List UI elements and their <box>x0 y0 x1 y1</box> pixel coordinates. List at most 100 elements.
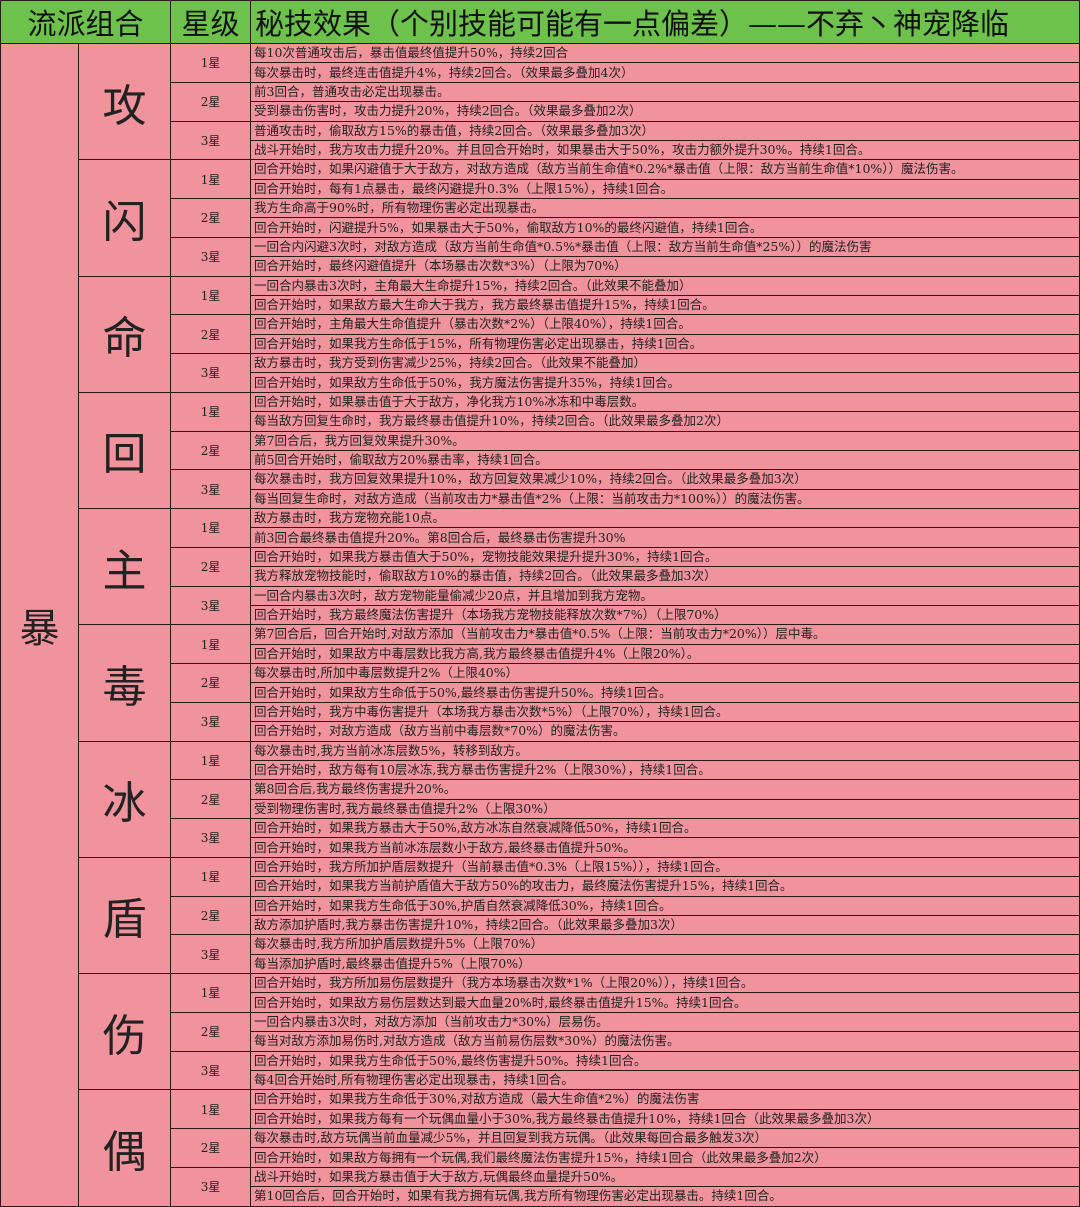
school-cell: 攻 <box>77 42 172 161</box>
effect-cell: 回合开始时，如果我方生命低于50%,最终伤害提升50%。持续1回合。 <box>250 1050 1080 1071</box>
table-row: 冰 1星 每次暴击时,我方当前冰冻层数5%，转移到敌方。 <box>1 740 1080 858</box>
table-row: 每当对敌方添加易伤时,对敌方造成（敌方当前易伤层数*30%）的魔法伤害。 <box>1 1031 1080 1052</box>
star-level-cell: 1星 <box>170 275 252 316</box>
effect-cell: 每当敌方回复生命时，我方最终暴击值提升10%，持续2回合。（此效果最多叠加2次） <box>250 411 1080 432</box>
effect-cell: 敌方暴击时，我方受到伤害减少25%，持续2回合。（此效果不能叠加） <box>250 352 1080 374</box>
effect-cell: 回合开始时，闪避提升5%，如果暴击大于50%，偷取敌方10%的最终闪避值，持续1… <box>250 217 1080 238</box>
table-row: 回合开始时，如果我方每有一个玩偶血量小于30%,我方最终暴击值提升10%，持续1… <box>1 1108 1080 1130</box>
effect-cell: 每当回复生命时，对敌方造成（当前攻击力*暴击值*2%（上限：当前攻击力*100%… <box>250 488 1080 510</box>
effect-cell: 回合开始时，如果敌方中毒层数比我方高,我方最终暴击值提升4%（上限20%）。 <box>250 643 1080 665</box>
school-cell: 偶 <box>77 1089 172 1207</box>
effect-cell: 回合开始时，对敌方造成（敌方当前中毒层数*70%）的魔法伤害。 <box>250 721 1080 742</box>
star-level-cell: 2星 <box>170 81 252 122</box>
table-row: 3星 战斗开始时，如果我方暴击值于大于敌方,玩偶最终血量提升50%。 <box>1 1166 1080 1207</box>
effect-cell: 第7回合后，回合开始时,对敌方添加（当前攻击力*暴击值*0.5%（上限：当前攻击… <box>250 624 1080 645</box>
effect-cell: 前3回合最终暴击值提升20%。第8回合后，最终暴击伤害提升30% <box>250 527 1080 548</box>
star-level-cell: 1星 <box>170 740 252 781</box>
table-row: 回合开始时，如果我方当前护盾值大于敌方50%的攻击力，最终魔法伤害提升15%，持… <box>1 876 1080 897</box>
table-row: 闪 1星 回合开始时，如果闪避值于大于敌方，对敌方造成（敌方当前生命值*0.2%*暴… <box>1 159 1080 277</box>
table-row: 2星 每次暴击时,所加中毒层数提升2%（上限40%） <box>1 662 1080 703</box>
table-row: 回合开始时，敌方每有10层冰冻,我方暴击伤害提升2%（上限30%），持续1回合。 <box>1 759 1080 781</box>
effect-cell: 战斗开始时，如果我方暴击值于大于敌方,玩偶最终血量提升50%。 <box>250 1166 1080 1188</box>
effect-cell: 普通攻击时，偷取敌方15%的暴击值，持续2回合。（效果最多叠加3次） <box>250 120 1080 141</box>
effect-cell: 回合开始时，如果我方暴击值大于50%，宠物技能效果提升提升30%，持续1回合。 <box>250 546 1080 568</box>
effect-cell: 回合开始时，我方所加护盾层数提升（当前暴击值*0.3%（上限15%）），持续1回… <box>250 856 1080 878</box>
star-level-cell: 2星 <box>170 663 252 703</box>
effect-cell: 一回合内暴击3次时，对敌方添加（当前攻击力*30%）层易伤。 <box>250 1011 1080 1033</box>
star-level-cell: 3星 <box>170 701 252 742</box>
effect-cell: 每4回合开始时,所有物理伤害必定出现暴击，持续1回合。 <box>250 1069 1080 1091</box>
table-row: 暴攻 1星 每10次普通攻击后，暴击值最终值提升50%，持续2回合 <box>0 42 1080 1207</box>
star-level-cell: 2星 <box>170 198 252 238</box>
school-cell: 盾 <box>77 856 172 975</box>
table-row: 毒 1星 第7回合后，回合开始时,对敌方添加（当前攻击力*暴击值*0.5%（上限：当… <box>1 624 1080 742</box>
effect-cell: 我方释放宠物技能时，偷取敌方10%的暴击值，持续2回合。（此效果最多叠加3次） <box>250 566 1080 587</box>
table-row: 2星 回合开始时，如果我方暴击值大于50%，宠物技能效果提升提升30%，持续1回合… <box>1 546 1080 587</box>
table-row: 回合开始时，如果我方当前冰冻层数小于敌方,最终暴击值提升50%。 <box>1 837 1080 858</box>
table-row: 3星 一回合内暴击3次时，敌方宠物能量偷减少20点，并且增加到我方宠物。 <box>1 585 1080 626</box>
school-cell: 冰 <box>77 740 172 858</box>
effect-cell: 回合开始时，我方最终魔法伤害提升（本场我方宠物技能释放次数*7%）（上限70%） <box>250 604 1080 626</box>
effect-cell: 第8回合后,我方最终伤害提升20%。 <box>250 779 1080 800</box>
effect-cell: 回合开始时，我方中毒伤害提升（本场我方暴击次数*5%）（上限70%），持续1回合… <box>250 701 1080 723</box>
table-row: 伤 1星 回合开始时，我方所加易伤层数提升（我方本场暴击次数*1%（上限20%）），… <box>1 972 1080 1091</box>
table-row: 3星 回合开始时，如果我方暴击大于50%,敌方冰冻自然衰减降低50%，持续1回合。 <box>1 817 1080 858</box>
star-level-cell: 1星 <box>170 624 252 664</box>
effect-cell: 回合开始时，敌方每有10层冰冻,我方暴击伤害提升2%（上限30%），持续1回合。 <box>250 759 1080 781</box>
star-level-cell: 2星 <box>170 314 252 354</box>
table-row: 回合开始时，如果敌方每拥有一个玩偶,我们最终魔法伤害提升15%，持续1回合（此效… <box>1 1147 1080 1168</box>
header-row: 流派组合 星级 秘技效果（个别技能可能有一点偏差）——不弃丶神宠降临 <box>0 0 1080 44</box>
star-level-cell: 2星 <box>170 895 252 936</box>
table-row: 回合开始时，如果敌方中毒层数比我方高,我方最终暴击值提升4%（上限20%）。 <box>1 643 1080 665</box>
effect-cell: 每当添加护盾时,最终暴击值提升5%（上限70%） <box>250 953 1080 975</box>
table-row: 回合开始时，我方最终魔法伤害提升（本场我方宠物技能释放次数*7%）（上限70%） <box>1 604 1080 626</box>
table-row: 回合开始时，如果敌方生命低于50%，我方魔法伤害提升35%，持续1回合。 <box>1 372 1080 393</box>
effect-cell: 每次暴击时,我方所加护盾层数提升5%（上限70%） <box>250 934 1080 955</box>
star-level-cell: 2星 <box>170 430 252 471</box>
effect-cell: 敌方添加护盾时,我方暴击伤害提升10%，持续2回合。（此效果最多叠加3次） <box>250 914 1080 936</box>
effect-cell: 回合开始时，如果敌方生命低于50%，我方魔法伤害提升35%，持续1回合。 <box>250 372 1080 393</box>
star-level-cell: 1星 <box>170 43 252 83</box>
star-level-cell: 2星 <box>170 546 252 587</box>
table-row: 3星 一回合内闪避3次时，对敌方造成（敌方当前生命值*0.5%*暴击值（上限：敌方… <box>1 236 1080 277</box>
school-cell: 主 <box>77 507 172 626</box>
table-row: 3星 每次暴击时，我方回复效果提升10%，敌方回复效果减少10%，持续2回合。（此… <box>1 469 1080 509</box>
star-level-cell: 3星 <box>170 934 252 974</box>
table-row: 每当添加护盾时,最终暴击值提升5%（上限70%） <box>1 953 1080 975</box>
star-level-cell: 3星 <box>170 818 252 858</box>
table-row: 每当敌方回复生命时，我方最终暴击值提升10%，持续2回合。（此效果最多叠加2次） <box>1 411 1080 432</box>
header-star: 星级 <box>170 0 252 44</box>
effect-cell: 前3回合，普通攻击必定出现暴击。 <box>250 81 1080 103</box>
effect-cell: 回合开始时，我方所加易伤层数提升（我方本场暴击次数*1%（上限20%）），持续1… <box>250 972 1080 994</box>
category-cell: 暴 <box>0 43 79 1207</box>
star-level-cell: 2星 <box>170 1128 252 1168</box>
effect-cell: 战斗开始时，我方攻击力提升20%。并且回合开始时，如果暴击大于50%，攻击力额外… <box>250 139 1080 161</box>
school-cell: 闪 <box>77 159 172 277</box>
star-level-cell: 3星 <box>170 120 252 161</box>
effect-cell: 每次暴击时，我方回复效果提升10%，敌方回复效果减少10%，持续2回合。（此效果… <box>250 469 1080 490</box>
star-level-cell: 1星 <box>170 973 252 1013</box>
header-group: 流派组合 <box>0 0 172 44</box>
effect-cell: 前5回合开始时，偷取敌方20%暴击率，持续1回合。 <box>250 449 1080 471</box>
table-row: 3星 回合开始时，我方中毒伤害提升（本场我方暴击次数*5%）（上限70%），持续1… <box>1 701 1080 742</box>
star-level-cell: 1星 <box>170 391 252 432</box>
effect-cell: 回合开始时，如果敌方最大生命大于我方，我方最终暴击值提升15%，持续1回合。 <box>250 294 1080 316</box>
star-level-cell: 2星 <box>170 779 252 819</box>
star-level-cell: 3星 <box>170 1166 252 1207</box>
star-level-cell: 1星 <box>170 856 252 897</box>
table-row: 敌方添加护盾时,我方暴击伤害提升10%，持续2回合。（此效果最多叠加3次） <box>1 914 1080 936</box>
effect-cell: 一回合内暴击3次时，敌方宠物能量偷减少20点，并且增加到我方宠物。 <box>250 585 1080 606</box>
effect-cell: 回合开始时，主角最大生命值提升（暴击次数*2%）（上限40%），持续1回合。 <box>250 314 1080 335</box>
effect-cell: 回合开始时，如果我方当前护盾值大于敌方50%的攻击力，最终魔法伤害提升15%，持… <box>250 876 1080 897</box>
effect-cell: 敌方暴击时，我方宠物充能10点。 <box>250 507 1080 529</box>
star-level-cell: 1星 <box>170 1089 252 1129</box>
table-row: 受到物理伤害时,我方最终暴击值提升2%（上限30%） <box>1 798 1080 820</box>
star-level-cell: 3星 <box>170 469 252 509</box>
effect-cell: 每次暴击时，最终连击值提升4%，持续2回合。（效果最多叠加4次） <box>250 62 1080 83</box>
effect-cell: 我方生命高于90%时，所有物理伤害必定出现暴击。 <box>250 197 1080 219</box>
table-row: 每4回合开始时,所有物理伤害必定出现暴击，持续1回合。 <box>1 1069 1080 1091</box>
table-row: 回合开始时，对敌方造成（敌方当前中毒层数*70%）的魔法伤害。 <box>1 721 1080 742</box>
header-effect: 秘技效果（个别技能可能有一点偏差）——不弃丶神宠降临 <box>250 0 1080 44</box>
table-row: 我方释放宠物技能时，偷取敌方10%的暴击值，持续2回合。（此效果最多叠加3次） <box>1 566 1080 587</box>
